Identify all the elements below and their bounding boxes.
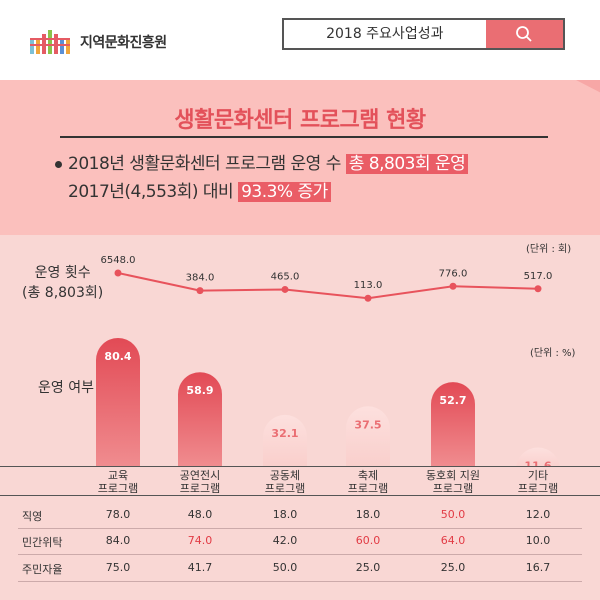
table-cell: 25.0	[355, 561, 381, 574]
bar-chart-unit: (단위 : %)	[530, 348, 576, 359]
bar-chart-label: 운영 여부	[38, 380, 94, 396]
line-value-label: 6548.0	[101, 255, 136, 266]
table-header-row	[0, 466, 600, 496]
bar-value-label: 52.7	[439, 394, 466, 407]
bar	[431, 382, 475, 466]
line-value-label: 465.0	[271, 271, 300, 282]
summary-line-1: 2018년 생활문화센터 프로그램 운영 수 총 8,803회 운영	[55, 150, 469, 178]
bar-value-label: 11.6	[524, 460, 551, 466]
table-cell: 74.0	[187, 534, 213, 547]
bar	[96, 338, 140, 466]
table-column-header: 기타 프로그램	[517, 469, 559, 495]
table-row-label: 주민자율	[22, 563, 63, 576]
table-row-divider	[18, 581, 582, 582]
table-cell: 75.0	[105, 561, 131, 574]
bar	[346, 406, 390, 466]
summary-highlight-1: 총 8,803회 운영	[345, 154, 469, 174]
table-cell: 10.0	[525, 534, 551, 547]
line-point	[281, 285, 289, 293]
search-button[interactable]	[485, 20, 563, 48]
table-cell: 25.0	[440, 561, 466, 574]
summary-line-1-text: 2018년 생활문화센터 프로그램 운영 수	[68, 154, 341, 174]
table-cell: 16.7	[525, 561, 551, 574]
table-row-divider	[18, 554, 582, 555]
bar-value-label: 37.5	[354, 418, 381, 431]
line-chart-unit: (단위 : 회)	[526, 244, 572, 255]
table-cell: 84.0	[105, 534, 131, 547]
table-row-divider	[18, 528, 582, 529]
line-chart: 6548.0 384.0 465.0 113.0 776.0 517.0	[101, 255, 553, 302]
bar-value-label: 58.9	[186, 384, 213, 397]
table-cell: 78.0	[105, 508, 131, 521]
table-row-label: 직영	[22, 510, 43, 523]
line-chart-label-1: 운영 횟수	[34, 265, 91, 281]
summary-highlight-2: 93.3% 증가	[238, 182, 331, 202]
table-cell: 60.0	[355, 534, 381, 547]
summary: 2018년 생활문화센터 프로그램 운영 수 총 8,803회 운영 2017년…	[55, 150, 469, 206]
line-chart-label: 운영 횟수 (총 8,803회)	[22, 263, 103, 303]
table-column-header: 공연전시 프로그램	[179, 469, 221, 495]
bar	[516, 447, 560, 466]
org-name: 지역문화진흥원	[80, 35, 167, 51]
line-point	[534, 285, 542, 293]
line-point	[196, 287, 204, 295]
line-value-label: 776.0	[439, 268, 468, 279]
table-cell: 50.0	[440, 508, 466, 521]
line-chart-section	[0, 235, 600, 320]
table-cell: 50.0	[272, 561, 298, 574]
bullet-icon	[55, 160, 62, 168]
table-cell: 41.7	[187, 561, 213, 574]
line-point	[364, 294, 372, 302]
bar-value-label: 32.1	[271, 427, 298, 440]
table-row-label: 민간위탁	[22, 536, 63, 549]
table-cell: 42.0	[272, 534, 298, 547]
table-cell: 18.0	[355, 508, 381, 521]
bar-value-label: 80.4	[104, 350, 131, 363]
line-value-label: 384.0	[186, 273, 215, 284]
table-column-header: 축제 프로그램	[347, 469, 389, 495]
page-title: 생활문화센터 프로그램 현황	[174, 108, 426, 133]
line-value-label: 113.0	[354, 280, 383, 291]
table-cell: 48.0	[187, 508, 213, 521]
table-cell: 18.0	[272, 508, 298, 521]
bar	[178, 372, 222, 466]
summary-line-2: 2017년(4,553회) 대비 93.3% 증가	[55, 178, 468, 206]
summary-panel	[0, 80, 600, 235]
search-box[interactable]: 2018 주요사업성과	[282, 18, 565, 50]
search-icon	[516, 26, 532, 42]
bar-chart: 80.4 58.9 32.1 37.5 52.7 11.6	[96, 338, 560, 466]
line-point	[114, 269, 122, 277]
table-cell: 64.0	[440, 534, 466, 547]
table-cell: 12.0	[525, 508, 551, 521]
data-table	[0, 466, 600, 600]
line-chart-label-2: (총 8,803회)	[22, 285, 104, 301]
line-series	[117, 272, 539, 300]
line-point	[449, 282, 457, 290]
logo-mark-icon	[30, 30, 74, 54]
summary-line-2-text: 2017년(4,553회) 대비	[68, 182, 234, 202]
line-value-label: 517.0	[524, 271, 553, 282]
title-divider	[60, 136, 548, 138]
table-column-header: 공동체 프로그램	[264, 469, 306, 495]
logo[interactable]: 지역문화진흥원	[30, 30, 167, 54]
table-column-header: 동호회 지원 프로그램	[425, 469, 481, 495]
bar	[263, 414, 307, 466]
table-column-header: 교육 프로그램	[97, 469, 139, 495]
header: 지역문화진흥원 2018 주요사업성과	[0, 0, 600, 80]
search-input[interactable]: 2018 주요사업성과	[284, 20, 486, 48]
